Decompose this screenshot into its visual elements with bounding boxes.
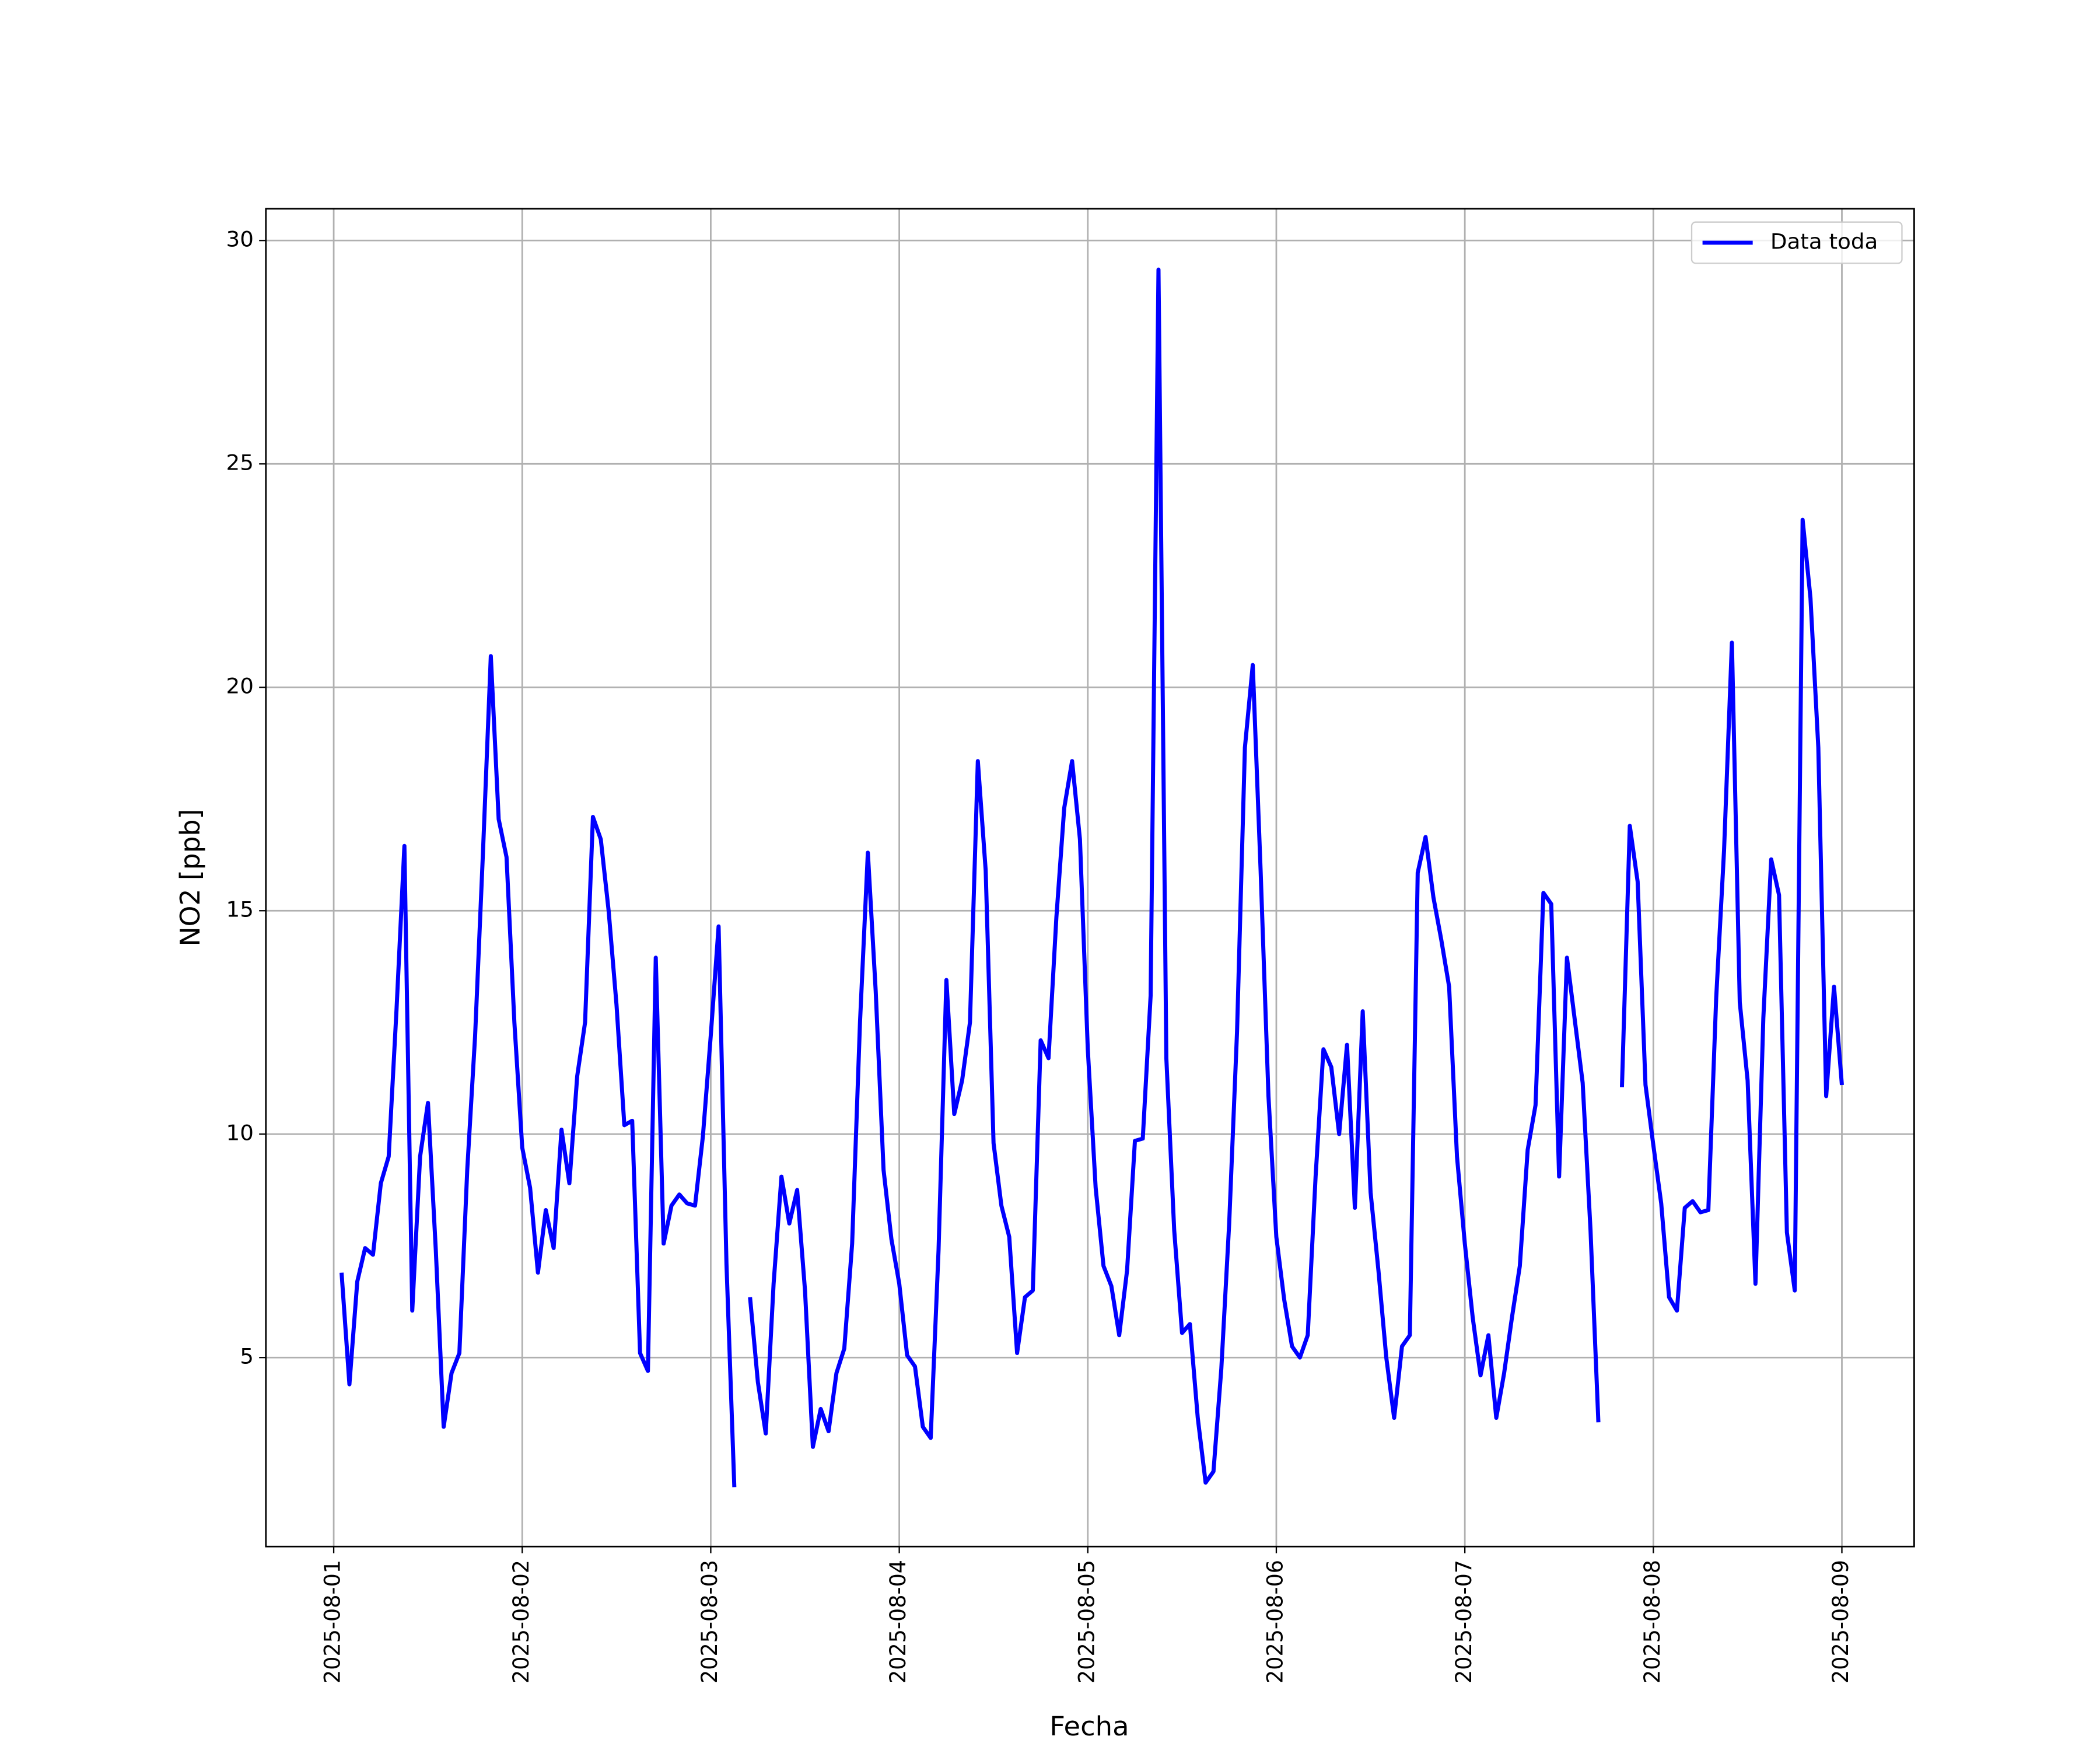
y-tick-label: 30 xyxy=(226,227,254,252)
x-tick-label: 2025-08-03 xyxy=(697,1560,722,1684)
x-tick-label: 2025-08-08 xyxy=(1640,1560,1665,1684)
y-tick-label: 15 xyxy=(226,897,254,922)
legend-label: Data toda xyxy=(1770,229,1878,254)
x-tick-label: 2025-08-05 xyxy=(1074,1560,1099,1684)
x-tick-label: 2025-08-01 xyxy=(320,1560,345,1684)
y-axis-label: NO2 [ppb] xyxy=(174,809,206,947)
y-tick-label: 10 xyxy=(226,1121,254,1146)
legend: Data toda xyxy=(1690,221,1903,264)
x-tick-label: 2025-08-06 xyxy=(1262,1560,1287,1684)
axes-frame xyxy=(265,208,1915,1548)
y-tick-label: 25 xyxy=(226,450,254,475)
x-axis-label: Fecha xyxy=(1049,1710,1129,1741)
legend-box xyxy=(1690,221,1903,264)
x-tick-label: 2025-08-02 xyxy=(509,1560,534,1684)
y-tick-label: 5 xyxy=(240,1344,254,1369)
x-tick-label: 2025-08-07 xyxy=(1451,1560,1476,1684)
y-tick-label: 20 xyxy=(226,674,254,699)
x-tick-label: 2025-08-09 xyxy=(1828,1560,1853,1684)
data-line xyxy=(340,267,1844,1488)
x-tick-label: 2025-08-04 xyxy=(886,1560,911,1684)
